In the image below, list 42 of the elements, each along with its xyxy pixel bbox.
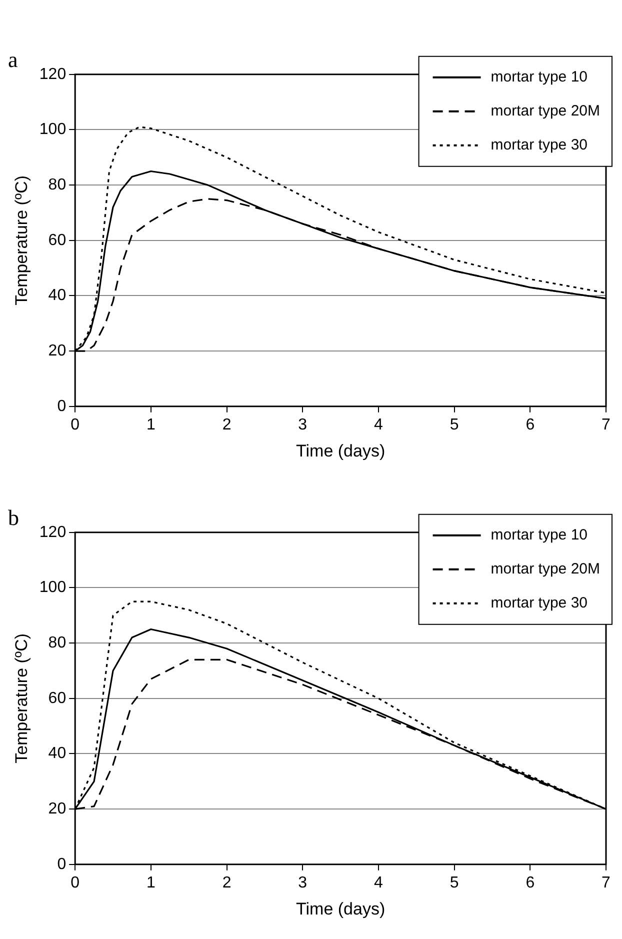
x-tick-label: 6 (526, 416, 535, 434)
x-tick-label: 5 (450, 874, 459, 892)
legend-label: mortar type 30 (490, 594, 588, 612)
x-tick-label: 4 (374, 416, 384, 434)
x-tick-label: 0 (70, 874, 80, 892)
y-tick-label: 0 (57, 856, 66, 873)
x-axis-title: Time (days) (296, 899, 386, 918)
x-tick-label: 6 (526, 874, 535, 892)
legend-label: mortar type 20M (490, 560, 600, 578)
y-tick-label: 80 (48, 634, 66, 652)
y-tick-label: 100 (39, 121, 66, 138)
x-tick-label: 7 (602, 416, 611, 434)
y-tick-label: 80 (48, 176, 66, 194)
y-axis-title: Temperature (ºC) (12, 633, 31, 764)
y-tick-label: 60 (48, 690, 66, 707)
y-axis-title: Temperature (ºC) (12, 175, 31, 306)
y-tick-label: 40 (48, 287, 66, 304)
x-tick-label: 1 (146, 416, 156, 434)
chart-title: a (8, 46, 18, 72)
x-tick-label: 7 (602, 874, 611, 892)
y-tick-label: 20 (48, 342, 66, 360)
x-tick-label: 1 (146, 874, 156, 892)
y-tick-label: 120 (39, 66, 66, 83)
legend-label: mortar type 10 (490, 68, 588, 86)
x-tick-label: 2 (222, 874, 232, 892)
x-axis-title: Time (days) (296, 441, 386, 460)
x-tick-label: 2 (222, 416, 232, 434)
x-tick-label: 3 (298, 874, 308, 892)
legend-label: mortar type 20M (490, 102, 600, 120)
x-tick-label: 4 (374, 874, 384, 892)
y-tick-label: 60 (48, 232, 66, 249)
x-tick-label: 0 (70, 416, 80, 434)
y-tick-label: 40 (48, 745, 66, 762)
legend-label: mortar type 10 (490, 526, 588, 544)
y-tick-label: 20 (48, 800, 66, 818)
x-tick-label: 3 (298, 416, 308, 434)
y-tick-label: 120 (39, 524, 66, 541)
y-tick-label: 100 (39, 579, 66, 596)
chart-title: b (8, 504, 19, 530)
legend-label: mortar type 30 (490, 136, 588, 154)
x-tick-label: 5 (450, 416, 459, 434)
y-tick-label: 0 (57, 398, 66, 415)
